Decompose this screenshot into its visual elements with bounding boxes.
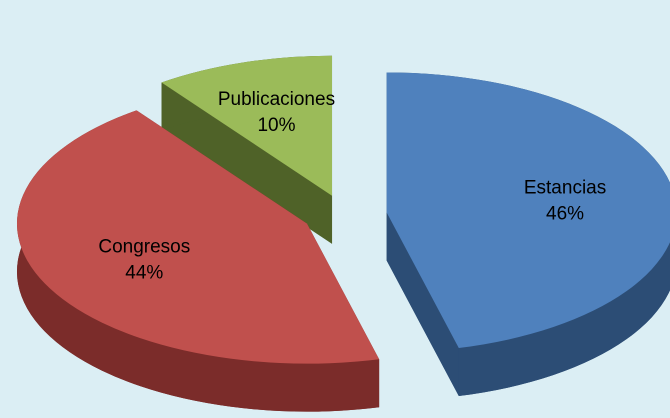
slice	[386, 72, 670, 349]
slice	[161, 55, 333, 196]
slice-label: Publicaciones	[218, 89, 335, 110]
slice-wall	[161, 82, 333, 244]
slice-label: Congresos	[98, 237, 190, 258]
slice-side	[16, 110, 380, 412]
slice-value-label: 10%	[257, 115, 295, 136]
slice-label: Estancias	[524, 178, 606, 199]
slice	[16, 110, 380, 364]
slice-value-label: 46%	[546, 204, 584, 225]
slice-value-label: 44%	[125, 263, 163, 284]
slice-wall	[386, 212, 459, 397]
